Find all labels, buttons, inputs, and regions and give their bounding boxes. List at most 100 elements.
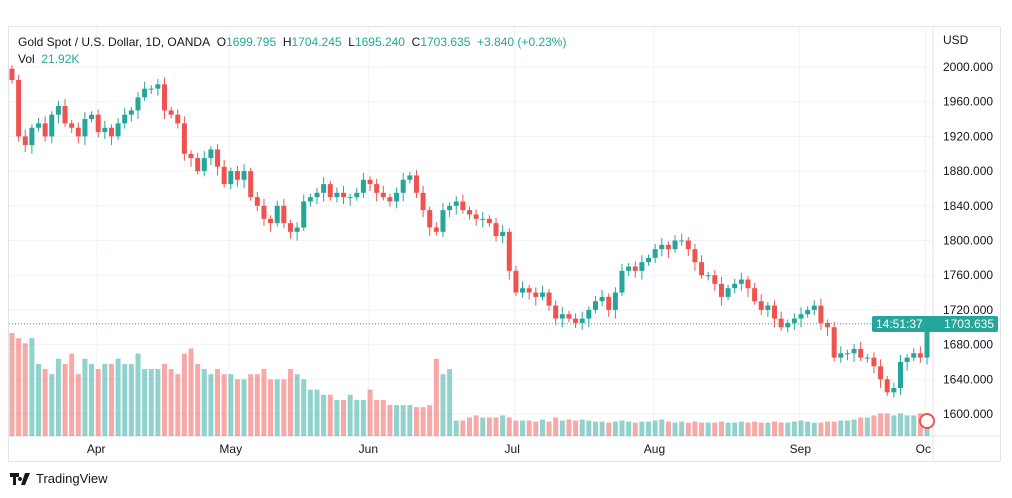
candle-body [268, 218, 274, 224]
volume-bar [440, 374, 446, 436]
volume-bar [221, 374, 227, 436]
candle-body [347, 197, 353, 199]
candle-body [181, 123, 187, 154]
candle-body [413, 175, 419, 193]
candle-body [791, 318, 797, 323]
volume-bar [413, 407, 419, 436]
volume-bar [685, 422, 691, 436]
volume-bar [155, 369, 161, 436]
y-tick-label: 1640.000 [943, 372, 993, 386]
candle-body [486, 218, 492, 224]
candle-body [387, 197, 393, 202]
volume-bar [195, 363, 201, 436]
y-tick-label: 1840.000 [943, 199, 993, 213]
low-value: 1695.240 [354, 35, 405, 49]
volume-bar [745, 422, 751, 436]
current-price-label: 14:51:37 1703.635 [872, 316, 998, 332]
candle-body [685, 240, 691, 250]
candle-body [652, 249, 658, 258]
candle-body [612, 292, 618, 310]
candle-body [453, 201, 459, 206]
volume-bar [725, 422, 731, 436]
candle-body [234, 171, 240, 180]
candle-body [307, 197, 313, 202]
candle-body [294, 227, 300, 232]
candle-body [805, 309, 811, 315]
volume-bar [148, 369, 154, 436]
volume-bar [705, 422, 711, 436]
candle-body [619, 270, 625, 293]
candle-body [148, 88, 154, 90]
candle-body [341, 192, 347, 198]
candle-body [705, 275, 711, 277]
volume-bar [387, 405, 393, 436]
tradingview-logo[interactable]: TradingView [10, 471, 108, 486]
candle-body [884, 379, 890, 393]
volume-bar [321, 394, 327, 436]
candle-body [712, 275, 718, 284]
candle-body [692, 249, 698, 263]
volume-bar [897, 413, 903, 436]
candle-body [175, 114, 181, 124]
candle-body [29, 127, 35, 146]
candle-body [281, 205, 287, 224]
candle-body [831, 327, 837, 358]
candle-body [168, 110, 174, 115]
volume-bar [632, 422, 638, 436]
candle-body [142, 88, 148, 98]
volume-bar [327, 394, 333, 436]
volume-bar [142, 369, 148, 436]
volume-bar [818, 422, 824, 436]
candle-body [765, 305, 771, 310]
volume-bar [49, 374, 55, 436]
candle-body [626, 266, 632, 271]
x-tick-label: May [219, 442, 242, 456]
y-tick-label: 1600.000 [943, 407, 993, 421]
candle-body [135, 97, 141, 111]
candle-body [639, 262, 645, 271]
candle-body [354, 192, 360, 198]
candle-body [586, 309, 592, 319]
volume-bar [407, 405, 413, 436]
candle-body [480, 218, 486, 220]
volume-bar [844, 420, 850, 436]
volume-bar [718, 421, 724, 436]
candle-body [122, 114, 128, 124]
candle-body [785, 322, 791, 328]
volume-bar [765, 422, 771, 436]
candle-body [155, 84, 161, 89]
volume-bar [579, 419, 585, 436]
candle-body [201, 158, 207, 172]
candle-body [49, 114, 55, 137]
candle-body [878, 366, 884, 380]
volume-bar [612, 421, 618, 436]
volume-bar [128, 363, 134, 436]
candle-body [95, 114, 101, 133]
volume-bar [573, 420, 579, 436]
volume-bar [778, 422, 784, 436]
volume-bar [646, 421, 652, 436]
candle-body [62, 106, 68, 124]
candle-body [69, 123, 75, 128]
candle-body [745, 279, 751, 289]
candle-body [82, 119, 88, 137]
volume-bar [268, 379, 274, 436]
economic-event-icon[interactable] [919, 413, 935, 429]
candle-body [228, 171, 234, 185]
candle-body [911, 353, 917, 358]
chart-frame[interactable] [8, 26, 1001, 462]
volume-bar [42, 369, 48, 436]
candle-body [758, 301, 764, 310]
volume-bar [427, 405, 433, 436]
volume-bar [500, 415, 506, 436]
candle-body [606, 296, 612, 310]
volume-bar [911, 415, 917, 436]
volume-bar [904, 415, 910, 436]
candle-body [374, 184, 380, 193]
volume-bar [367, 389, 373, 436]
currency-label: USD [943, 33, 969, 47]
volume-bar [433, 358, 439, 436]
candle-body [665, 244, 671, 250]
symbol-title: Gold Spot / U.S. Dollar, 1D, OANDA [18, 35, 211, 49]
